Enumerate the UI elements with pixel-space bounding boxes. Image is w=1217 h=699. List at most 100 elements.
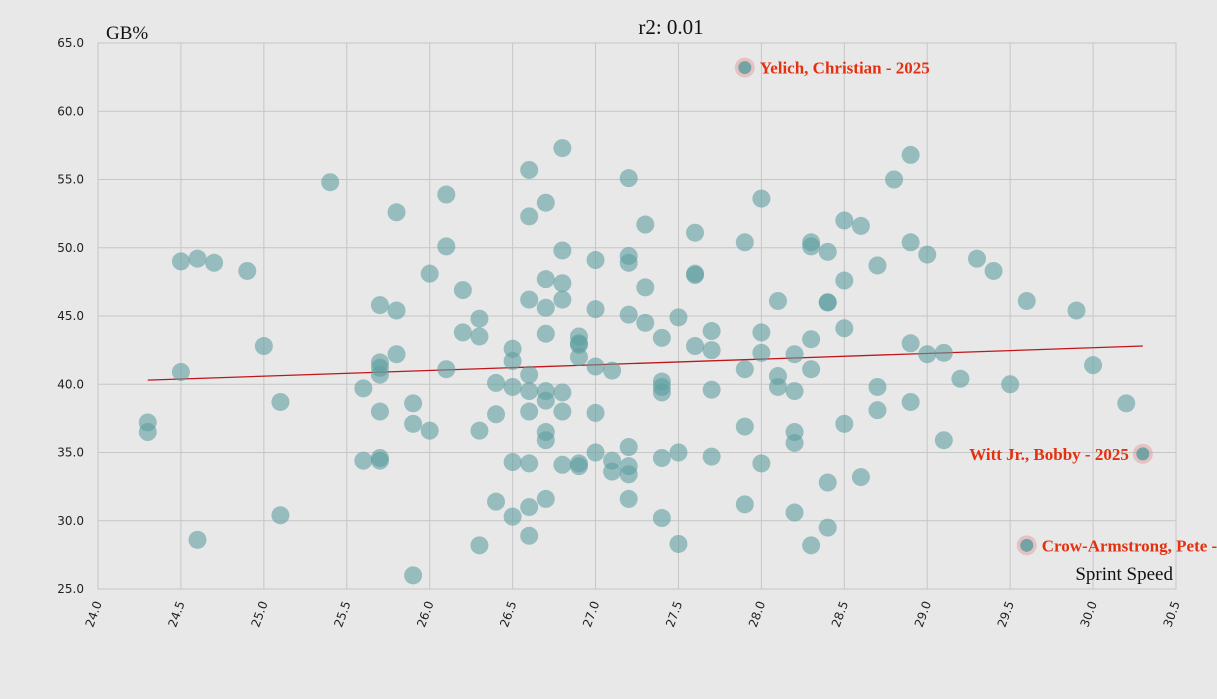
x-tick-label: 24.5: [165, 599, 187, 629]
highlighted-point: [738, 61, 752, 75]
data-point: [188, 530, 207, 549]
data-point: [918, 345, 937, 364]
data-point: [553, 274, 572, 293]
data-point: [553, 402, 572, 421]
x-tick-label: 30.0: [1078, 599, 1100, 629]
data-point: [619, 438, 638, 457]
data-point: [835, 211, 854, 230]
x-tick-label: 30.5: [1161, 599, 1183, 629]
y-tick-label: 60.0: [57, 104, 84, 118]
chart-title: r2: 0.01: [638, 15, 703, 39]
data-point: [503, 377, 522, 396]
data-point: [652, 328, 671, 347]
data-point: [702, 447, 721, 466]
x-tick-label: 27.0: [580, 599, 602, 629]
x-tick-label: 29.0: [912, 599, 934, 629]
highlighted-point: [1136, 447, 1150, 461]
data-point: [271, 506, 290, 525]
data-point: [553, 383, 572, 402]
data-point: [768, 291, 787, 310]
data-point: [470, 536, 489, 555]
data-point: [636, 278, 655, 297]
data-point: [370, 451, 389, 470]
data-point: [868, 377, 887, 396]
data-point: [536, 431, 555, 450]
x-axis-label: Sprint Speed: [1075, 564, 1173, 585]
data-point: [470, 421, 489, 440]
y-tick-label: 55.0: [57, 173, 84, 187]
x-tick-label: 24.0: [83, 599, 105, 629]
x-tick-label: 28.0: [746, 599, 768, 629]
data-point: [453, 281, 472, 300]
data-point: [885, 170, 904, 189]
data-point: [271, 392, 290, 411]
data-point: [536, 193, 555, 212]
data-point: [619, 253, 638, 272]
x-tick-label: 25.5: [331, 599, 353, 629]
data-point: [569, 347, 588, 366]
data-point: [735, 495, 754, 514]
data-point: [652, 448, 671, 467]
data-point: [802, 536, 821, 555]
data-point: [619, 169, 638, 188]
data-point: [437, 237, 456, 256]
data-point: [520, 365, 539, 384]
data-point: [321, 173, 340, 192]
data-point: [387, 301, 406, 320]
data-point: [802, 360, 821, 379]
data-point: [752, 189, 771, 208]
data-point: [702, 380, 721, 399]
data-point: [951, 369, 970, 388]
x-tick-label: 29.5: [995, 599, 1017, 629]
data-point: [520, 498, 539, 517]
data-point: [851, 468, 870, 487]
data-point: [603, 361, 622, 380]
data-point: [1067, 301, 1086, 320]
data-point: [254, 337, 273, 356]
annotation-label: Witt Jr., Bobby - 2025: [969, 445, 1129, 464]
data-point: [934, 343, 953, 362]
data-point: [437, 185, 456, 204]
x-tick-label: 27.5: [663, 599, 685, 629]
data-point: [669, 534, 688, 553]
data-point: [354, 451, 373, 470]
x-tick-label: 26.0: [414, 599, 436, 629]
data-point: [818, 293, 837, 312]
y-tick-label: 45.0: [57, 309, 84, 323]
data-point: [553, 290, 572, 309]
data-point: [487, 405, 506, 424]
data-point: [735, 417, 754, 436]
data-point: [619, 305, 638, 324]
data-point: [901, 392, 920, 411]
data-point: [586, 403, 605, 422]
trendline: [147, 345, 1143, 381]
data-point: [636, 215, 655, 234]
data-point: [835, 414, 854, 433]
data-point: [1084, 356, 1103, 375]
data-point: [520, 290, 539, 309]
y-tick-label: 30.0: [57, 514, 84, 528]
data-point: [387, 203, 406, 222]
data-point: [520, 160, 539, 179]
y-tick-label: 35.0: [57, 446, 84, 460]
data-point: [470, 327, 489, 346]
data-point: [669, 308, 688, 327]
x-tick-label: 26.5: [497, 599, 519, 629]
data-point: [520, 207, 539, 226]
data-point: [818, 473, 837, 492]
data-point: [503, 352, 522, 371]
data-point: [205, 253, 224, 272]
data-point: [586, 443, 605, 462]
data-point: [818, 518, 837, 537]
data-point: [652, 383, 671, 402]
data-point: [1117, 394, 1136, 413]
data-point: [901, 334, 920, 353]
y-tick-labels: 25.0 30.0 35.0 40.0 45.0 50.0 55.0 60.0 65.0: [57, 36, 84, 596]
data-point: [652, 509, 671, 528]
data-point: [752, 454, 771, 473]
data-point: [487, 492, 506, 511]
data-point: [735, 360, 754, 379]
data-point: [851, 216, 870, 235]
data-point: [536, 270, 555, 289]
